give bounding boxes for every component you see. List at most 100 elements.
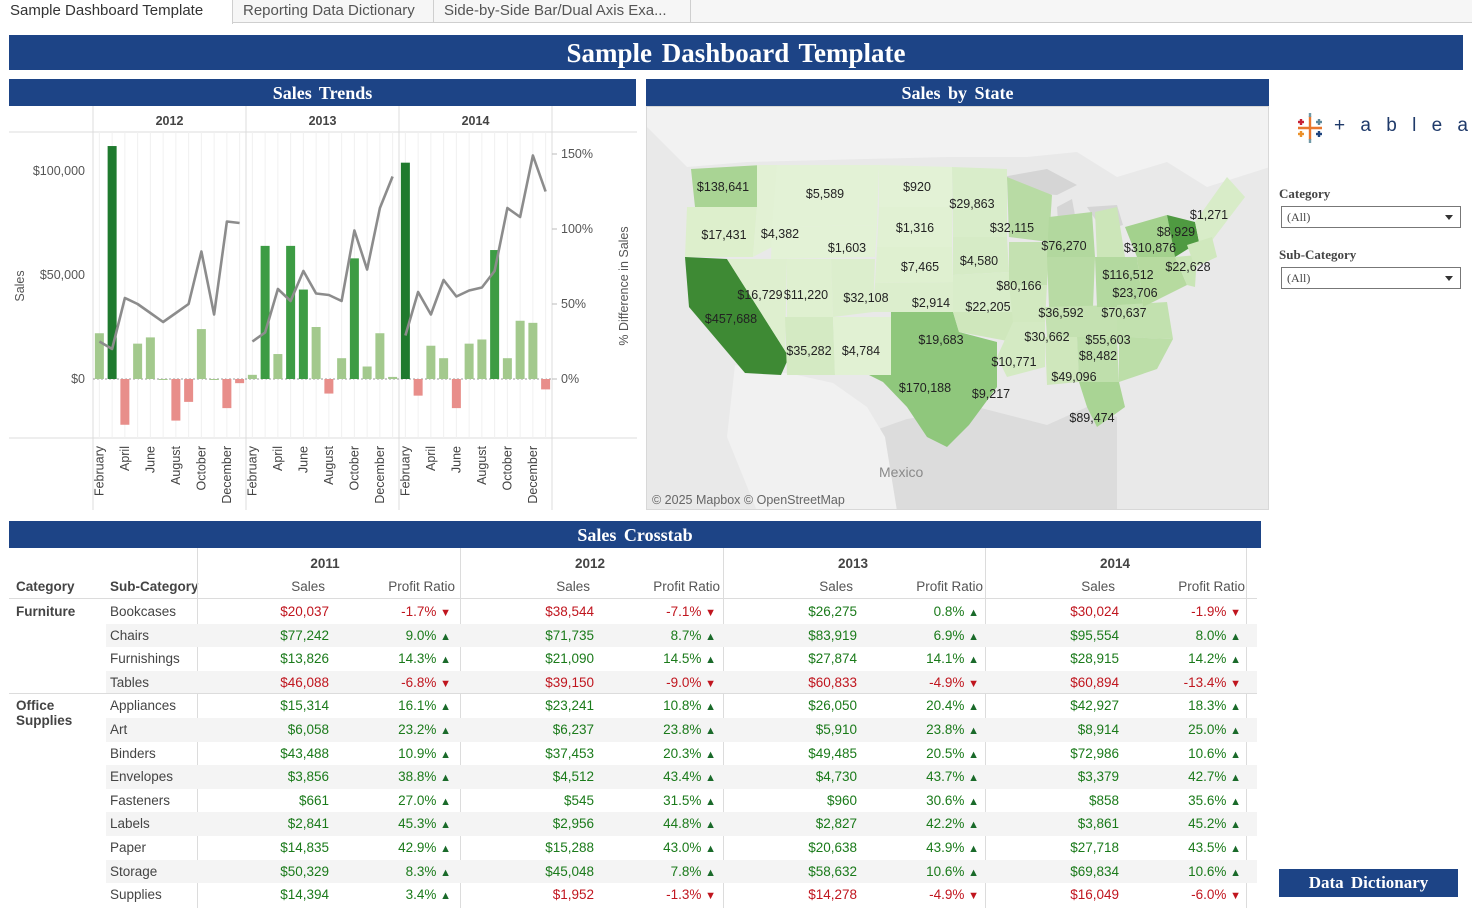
sales-value: $20,037 — [280, 604, 329, 619]
state-label: $80,166 — [996, 279, 1042, 293]
profit-ratio-value: 8.0% — [1195, 627, 1231, 643]
up-arrow-icon: ▲ — [440, 890, 451, 903]
profit-ratio-cell: 45.3% ▲ — [345, 816, 451, 831]
sales-value: $21,090 — [545, 651, 594, 667]
tab-sample-dashboard[interactable]: Sample Dashboard Template — [0, 0, 233, 24]
tableau-logo-text: + a b l e a u — [1334, 115, 1472, 136]
table-row[interactable]: Supplies $14,394 3.4% ▲ $1,952 -1.3% ▼ $14,27… — [9, 883, 1257, 907]
profit-ratio-value: -9.0% — [666, 674, 706, 690]
table-row[interactable]: Labels $2,841 45.3% ▲ $2,956 44.8% ▲ $2,827 42… — [9, 812, 1257, 836]
x-axis-month-label: April — [271, 446, 285, 471]
up-arrow-icon: ▲ — [705, 630, 716, 643]
sales-value: $23,241 — [545, 698, 594, 714]
profit-ratio-cell: 23.8% ▲ — [610, 722, 716, 737]
table-row[interactable]: Fasteners $661 27.0% ▲ $545 31.5% ▲ $960 30.6%… — [9, 789, 1257, 813]
profit-ratio-value: 42.7% — [1188, 769, 1231, 785]
state-label: $4,580 — [959, 254, 999, 268]
profit-ratio-value: 31.5% — [663, 792, 706, 808]
x-axis-month-label: December — [220, 446, 234, 504]
y-axis-title: Sales — [13, 270, 27, 301]
table-row[interactable]: Chairs $77,242 9.0% ▲ $71,735 8.7% ▲ $83,919 6… — [9, 623, 1257, 648]
up-arrow-icon: ▲ — [705, 866, 716, 879]
table-row[interactable]: Binders $43,488 10.9% ▲ $37,453 20.3% ▲ $49,4… — [9, 742, 1257, 766]
state-label: $2,914 — [911, 296, 951, 310]
table-row[interactable]: Art $6,058 23.2% ▲ $6,237 23.8% ▲ $5,910 23.8%… — [9, 718, 1257, 742]
profit-ratio-cell: 14.5% ▲ — [610, 651, 716, 666]
sales-bar — [107, 146, 117, 379]
map-attribution[interactable]: © 2025 Mapbox © OpenStreetMap — [652, 493, 845, 507]
sales-value: $4,512 — [552, 769, 594, 785]
sales-value: $2,841 — [287, 816, 329, 832]
profit-ratio-cell: -4.9% ▼ — [873, 887, 979, 902]
profit-ratio-value: -4.9% — [929, 674, 969, 690]
down-arrow-icon: ▼ — [440, 607, 451, 619]
sales-by-state-title: Sales by State — [646, 79, 1269, 106]
data-dictionary-button[interactable]: Data Dictionary — [1279, 869, 1458, 897]
column-header-sales: Sales — [291, 579, 325, 594]
profit-ratio-value: 10.6% — [926, 863, 969, 879]
tab-side-by-side-bar[interactable]: Side-by-Side Bar/Dual Axis Exa... — [434, 0, 691, 23]
column-header-sales: Sales — [1081, 579, 1115, 594]
y-axis-tick-label: $50,000 — [40, 268, 85, 282]
sales-value: $14,835 — [280, 840, 329, 855]
y2-axis-title: % Difference in Sales — [617, 226, 631, 345]
table-row[interactable]: Envelopes $3,856 38.8% ▲ $4,512 43.4% ▲ $4,73… — [9, 765, 1257, 789]
profit-ratio-value: 14.2% — [1188, 651, 1231, 667]
sales-trends-chart[interactable]: $100,000 $50,000 $0 150% 100% 50% 0% Sales % Dif… — [9, 106, 637, 510]
profit-ratio-cell: -13.4% ▼ — [1135, 675, 1241, 690]
sales-bar — [247, 374, 257, 379]
table-row[interactable]: Bookcases $20,037 -1.7% ▼ $38,544 -7.1% ▼ $26… — [9, 600, 1257, 624]
table-row[interactable]: Appliances $15,314 16.1% ▲ $23,241 10.8% ▲ $2… — [9, 694, 1257, 718]
subcategory-filter-dropdown[interactable]: (All) — [1281, 267, 1461, 289]
profit-ratio-value: 8.7% — [670, 627, 706, 643]
sales-bar — [133, 343, 143, 379]
subcategory-label: Supplies — [110, 887, 162, 903]
sales-bar — [273, 354, 283, 379]
column-header-subcategory: Sub-Category — [110, 579, 199, 594]
profit-ratio-cell: 20.4% ▲ — [873, 698, 979, 713]
sales-bar — [120, 379, 130, 425]
profit-ratio-value: 14.5% — [663, 651, 706, 667]
sales-value: $72,986 — [1070, 745, 1119, 761]
up-arrow-icon: ▲ — [705, 748, 716, 761]
profit-ratio-value: 27.0% — [398, 792, 441, 808]
sales-value: $30,024 — [1070, 604, 1119, 619]
x-axis-month-label: April — [424, 446, 438, 471]
state-label: $32,108 — [843, 291, 889, 305]
up-arrow-icon: ▲ — [1230, 866, 1241, 879]
table-row[interactable]: Paper $14,835 42.9% ▲ $15,288 43.0% ▲ $20,638… — [9, 836, 1257, 860]
profit-ratio-cell: 27.0% ▲ — [345, 793, 451, 808]
profit-ratio-cell: 14.1% ▲ — [873, 651, 979, 666]
profit-ratio-cell: 43.7% ▲ — [873, 769, 979, 784]
down-arrow-icon: ▼ — [705, 890, 716, 903]
sales-value: $858 — [1088, 792, 1119, 808]
panel-year-header: 2013 — [309, 114, 337, 128]
column-header-sales: Sales — [556, 579, 590, 594]
profit-ratio-value: 20.3% — [663, 745, 706, 761]
profit-ratio-cell: 3.4% ▲ — [345, 887, 451, 902]
state-label: $1,603 — [827, 241, 867, 255]
state-label: $23,706 — [1112, 286, 1158, 300]
category-filter-dropdown[interactable]: (All) — [1281, 206, 1461, 228]
subcategory-label: Envelopes — [110, 769, 174, 785]
row-shading — [106, 859, 1257, 884]
up-arrow-icon: ▲ — [705, 819, 716, 832]
state-label: $32,115 — [989, 221, 1035, 235]
profit-ratio-value: 44.8% — [663, 816, 706, 832]
table-row[interactable]: Furnishings $13,826 14.3% ▲ $21,090 14.5% ▲ $… — [9, 647, 1257, 671]
sales-by-state-map[interactable]: $138,641 $5,589 $920 $29,863 $17,431 $4,… — [646, 106, 1269, 510]
sales-bar — [349, 258, 359, 379]
column-header-profit-ratio: Profit Ratio — [388, 579, 455, 594]
category-label: Furniture — [16, 604, 76, 619]
profit-ratio-value: 23.8% — [926, 722, 969, 737]
up-arrow-icon: ▲ — [440, 725, 451, 737]
state-label: $4,382 — [760, 227, 800, 241]
tab-reporting-data-dictionary[interactable]: Reporting Data Dictionary — [233, 0, 434, 23]
table-row[interactable]: Storage $50,329 8.3% ▲ $45,048 7.8% ▲ $58,632… — [9, 859, 1257, 884]
state-label: $116,512 — [1102, 268, 1154, 282]
sales-value: $28,915 — [1070, 651, 1119, 667]
table-row[interactable]: Tables $46,088 -6.8% ▼ $39,150 -9.0% ▼ $60,83… — [9, 670, 1257, 695]
panel-year-header: 2012 — [156, 114, 184, 128]
x-axis-month-label: February — [245, 445, 259, 496]
sales-value: $960 — [826, 792, 857, 808]
